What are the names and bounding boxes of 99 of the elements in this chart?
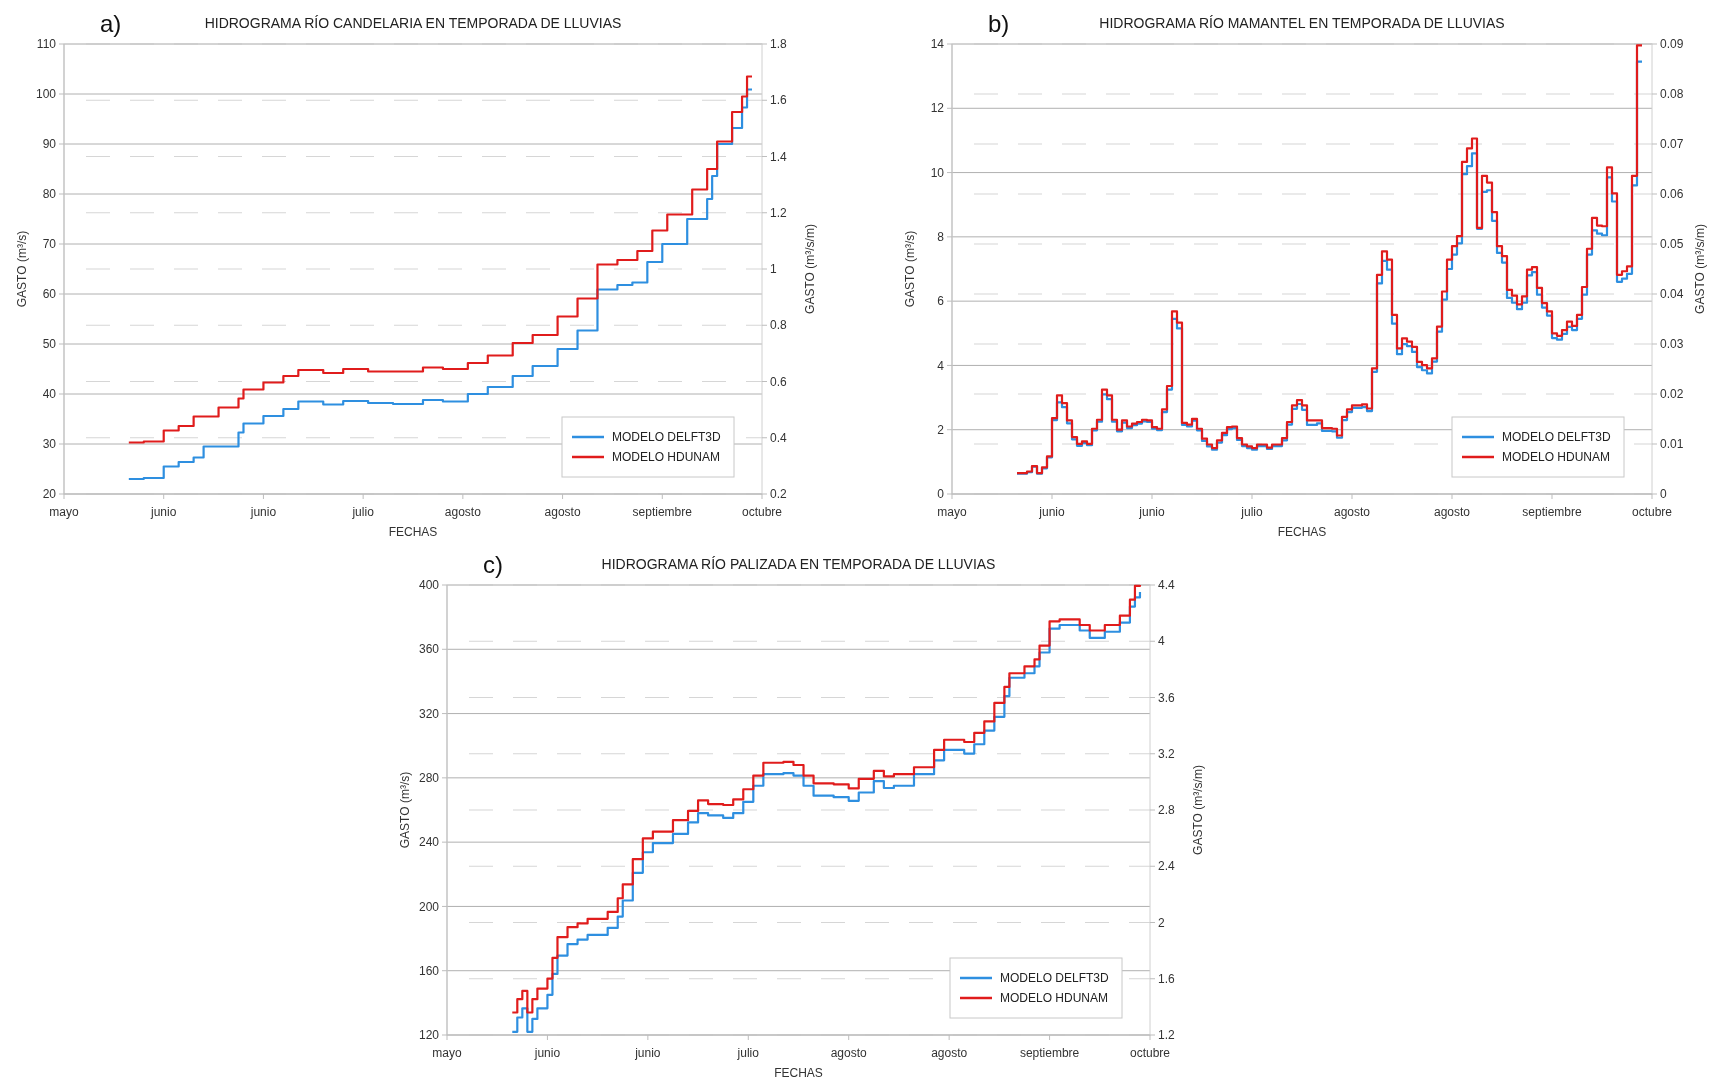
y2-tick-label: 3.6 — [1158, 690, 1176, 705]
x-tick-label: mayo — [432, 1046, 462, 1060]
y-tick-label: 240 — [418, 835, 440, 850]
y2-tick-label: 0.8 — [770, 318, 788, 333]
x-tick-label: mayo — [49, 505, 79, 519]
x-tick-label: septiembre — [1522, 505, 1582, 519]
y-axis-title: GASTO (m³/s) — [398, 771, 412, 849]
x-tick-label: agosto — [544, 505, 581, 519]
y2-tick-label: 0.6 — [770, 374, 788, 389]
y-tick-label: 400 — [418, 578, 440, 593]
chart-title: HIDROGRAMA RÍO MAMANTEL EN TEMPORADA DE LLUVIAS — [1099, 15, 1505, 31]
y2-tick-label: 1.6 — [770, 93, 788, 108]
legend-label: MODELO DELFT3D — [1502, 430, 1612, 445]
text: a) — [100, 10, 122, 37]
y-tick-label: 80 — [42, 187, 57, 202]
y2-tick-label: 4 — [1158, 634, 1165, 649]
x-axis-title: FECHAS — [1277, 525, 1327, 539]
y-tick-label: 14 — [930, 37, 945, 52]
y2-tick-label: 2.8 — [1158, 803, 1176, 818]
legend-label: MODELO HDUNAM — [1000, 991, 1109, 1006]
x-tick-label: octubre — [741, 505, 783, 519]
x-tick-label: septiembre — [1019, 1046, 1080, 1060]
y2-tick-label: 3.2 — [1158, 746, 1176, 761]
chart-title: HIDROGRAMA RÍO PALIZADA EN TEMPORADA DE LLUVIAS — [601, 556, 996, 572]
y2-tick-label: 0 — [1660, 487, 1667, 502]
legend-label: MODELO HDUNAM — [1502, 450, 1611, 465]
y2-tick-label: 0.02 — [1660, 387, 1684, 402]
y-tick-label: 200 — [418, 899, 440, 914]
y2-tick-label: 1 — [770, 262, 777, 277]
y2-tick-label: 2.4 — [1158, 859, 1176, 874]
y2-axis-title: GASTO (m³/s/m) — [1693, 224, 1707, 314]
x-tick-label: junio — [150, 505, 177, 519]
x-tick-label: julio — [351, 505, 375, 519]
y-tick-label: 40 — [42, 387, 57, 402]
x-tick-label: agosto — [444, 505, 482, 519]
x-tick-label: junio — [1138, 505, 1165, 519]
y-tick-label: 60 — [42, 287, 57, 302]
chart-title: HIDROGRAMA RÍO CANDELARIA EN TEMPORADA DE LLUVIAS — [204, 15, 622, 31]
y-tick-label: 50 — [42, 337, 57, 352]
y2-tick-label: 0.2 — [770, 487, 788, 502]
y2-tick-label: 0.07 — [1660, 137, 1684, 152]
x-tick-label: mayo — [937, 505, 967, 519]
y-tick-label: 160 — [418, 963, 440, 978]
y2-tick-label: 0.01 — [1660, 437, 1684, 452]
x-tick-label: julio — [1240, 505, 1263, 519]
x-tick-label: julio — [736, 1046, 760, 1060]
y-tick-label: 280 — [418, 771, 440, 786]
y2-tick-label: 0.03 — [1660, 337, 1684, 352]
y-tick-label: 20 — [42, 487, 57, 502]
y2-tick-label: 0.4 — [770, 430, 788, 445]
x-tick-label: agosto — [1333, 505, 1371, 519]
y2-tick-label: 0.05 — [1660, 237, 1684, 252]
y-tick-label: 10 — [930, 165, 945, 180]
y-tick-label: 90 — [42, 137, 57, 152]
y-axis-title: GASTO (m³/s) — [903, 230, 917, 308]
y-tick-label: 8 — [937, 230, 945, 245]
y-tick-label: 2 — [937, 422, 945, 437]
x-tick-label: junio — [1038, 505, 1065, 519]
y-tick-label: 100 — [35, 87, 57, 102]
y2-tick-label: 1.8 — [770, 37, 788, 52]
y2-tick-label: 2 — [1158, 915, 1165, 930]
x-tick-label: junio — [533, 1046, 561, 1060]
y2-axis-title: GASTO (m³/s/m) — [1191, 765, 1205, 855]
y2-tick-label: 1.2 — [770, 205, 788, 220]
y2-tick-label: 1.6 — [1158, 971, 1176, 986]
y-tick-label: 12 — [930, 101, 945, 116]
legend-label: MODELO DELFT3D — [612, 430, 722, 445]
text: c) — [483, 551, 503, 578]
x-tick-label: junio — [249, 505, 277, 519]
y2-tick-label: 0.06 — [1660, 187, 1684, 202]
y2-tick-label: 1.4 — [770, 149, 788, 164]
legend-label: MODELO DELFT3D — [1000, 971, 1110, 986]
x-tick-label: agosto — [931, 1046, 968, 1060]
x-axis-title: FECHAS — [388, 525, 438, 539]
y-axis-title: GASTO (m³/s) — [15, 230, 29, 308]
y-tick-label: 320 — [418, 706, 440, 721]
y2-tick-label: 0.08 — [1660, 87, 1684, 102]
y2-tick-label: 0.09 — [1660, 37, 1684, 52]
x-tick-label: agosto — [830, 1046, 868, 1060]
y-tick-label: 30 — [42, 437, 57, 452]
y-tick-label: 110 — [36, 37, 57, 52]
y2-tick-label: 0.04 — [1660, 287, 1684, 302]
y-tick-label: 6 — [937, 294, 945, 309]
y-tick-label: 4 — [937, 358, 945, 373]
legend-label: MODELO HDUNAM — [612, 450, 721, 465]
x-tick-label: septiembre — [632, 505, 693, 519]
x-tick-label: junio — [634, 1046, 661, 1060]
x-tick-label: agosto — [1433, 505, 1471, 519]
y-tick-label: 70 — [42, 237, 57, 252]
y2-axis-title: GASTO (m³/s/m) — [803, 224, 817, 314]
x-tick-label: octubre — [1129, 1046, 1171, 1060]
x-axis-title: FECHAS — [774, 1066, 823, 1080]
y-tick-label: 360 — [418, 642, 440, 657]
y-tick-label: 0 — [937, 487, 945, 502]
y2-tick-label: 4.4 — [1158, 578, 1176, 593]
x-tick-label: octubre — [1631, 505, 1673, 519]
text: b) — [988, 10, 1010, 37]
y2-tick-label: 1.2 — [1158, 1028, 1176, 1043]
y-tick-label: 120 — [418, 1028, 440, 1043]
